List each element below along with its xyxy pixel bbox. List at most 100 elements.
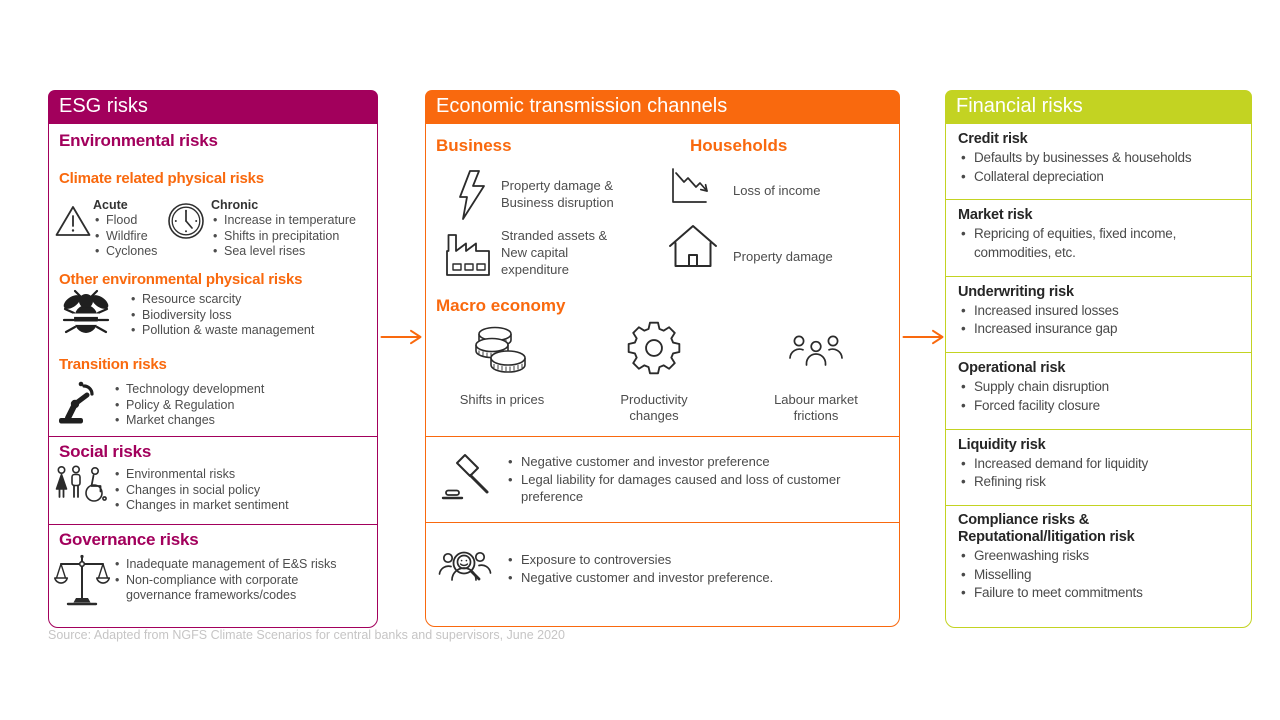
list-item: Forced facility closure [958,397,1243,416]
list-item: Sea level rises [211,244,356,260]
lightning-icon [456,169,488,226]
compliance-risk-list: Greenwashing risks Misselling Failure to… [958,547,1243,603]
macro-item-label: Labour market frictions [774,392,858,423]
list-item: Exposure to controversies [506,551,894,568]
list-item: Environmental risks [113,467,363,483]
compliance-risk-section: Compliance risks & Reputational/litigati… [946,505,1251,603]
gavel-icon [440,451,496,510]
climate-physical-risks-title: Climate related physical risks [59,170,264,187]
robot-arm-icon [56,378,98,429]
factory-icon [442,229,494,282]
underwriting-risk-title: Underwriting risk [958,283,1074,300]
list-item: Refining risk [958,473,1243,492]
households-title: Households [690,136,788,155]
gear-icon [626,320,682,381]
list-item: Resource scarcity [129,292,379,308]
list-item: Repricing of equities, fixed income, com… [958,225,1243,262]
declining-chart-icon [669,166,715,211]
underwriting-risk-list: Increased insured losses Increased insur… [958,302,1243,339]
market-risk-title: Market risk [958,207,1033,223]
list-item: Increased insurance gap [958,320,1243,339]
transmission-column: Business Households Property damage & Bu… [425,123,900,627]
operational-risk-title: Operational risk [958,360,1066,376]
chronic-list: Increase in temperature Shifts in precip… [211,213,356,260]
list-item: Changes in market sentiment [113,498,363,514]
list-item: Negative customer and investor preferenc… [506,453,894,470]
list-item: Inadequate management of E&S risks [113,557,345,573]
acute-label: Acute [93,198,128,212]
transition-risks-title: Transition risks [59,356,167,373]
list-item: Greenwashing risks [958,547,1243,566]
operational-risk-list: Supply chain disruption Forced facility … [958,378,1243,415]
list-item: Collateral depreciation [958,168,1243,187]
acute-risks-block: Acute Flood Wildfire Cyclones [93,198,157,260]
list-item: Negative customer and investor preferenc… [506,569,894,586]
list-item: Defaults by businesses & households [958,149,1243,168]
other-environmental-risks-title: Other environmental physical risks [59,271,303,288]
business-title: Business [436,136,512,155]
coins-icon [471,324,533,385]
transmission-main-section: Business Households Property damage & Bu… [426,124,899,436]
people-group-icon [788,332,844,377]
esg-column-header: ESG risks [48,90,378,123]
social-risks-section: Social risks Environmental risks Ch [49,436,377,524]
people-magnifier-icon [438,545,496,604]
financial-column: Credit risk Defaults by businesses & hou… [945,123,1252,628]
liquidity-risk-title: Liquidity risk [958,436,1046,453]
social-risks-title: Social risks [59,442,152,461]
list-item: Increased demand for liquidity [958,455,1243,474]
source-note: Source: Adapted from NGFS Climate Scenar… [48,628,565,642]
list-item: Technology development [113,382,363,398]
credit-risk-list: Defaults by businesses & households Coll… [958,149,1243,186]
house-icon [667,222,719,273]
warning-triangle-icon [54,204,92,243]
list-item: Misselling [958,566,1243,585]
transition-list: Technology development Policy & Regulati… [113,382,363,429]
esg-column-title: ESG risks [59,95,148,117]
environmental-risks-title: Environmental risks [59,131,218,150]
list-item: Policy & Regulation [113,398,363,414]
esg-column: Environmental risks Climate related phys… [48,123,378,628]
households-item-label: Loss of income [733,183,821,198]
chronic-label: Chronic [211,198,259,212]
list-item: Wildfire [93,229,157,245]
reputation-list: Exposure to controversies Negative custo… [506,551,894,587]
list-item: Increase in temperature [211,213,356,229]
flow-arrow-left-icon [380,328,426,351]
list-item: Shifts in precipitation [211,229,356,245]
people-accessibility-icon [53,464,111,515]
macro-item-label: Productivity changes [620,392,688,423]
list-item: Supply chain disruption [958,378,1243,397]
chronic-risks-block: Chronic Increase in temperature Shifts i… [211,198,356,260]
balance-scale-icon [54,553,111,612]
bee-icon [57,289,115,342]
list-item: Increased insured losses [958,302,1243,321]
credit-risk-title: Credit risk [958,131,1028,147]
market-risk-section: Market risk Repricing of equities, fixed… [946,199,1251,276]
list-item: Cyclones [93,244,157,260]
list-item: Legal liability for damages caused and l… [506,471,894,505]
clock-icon [167,202,205,245]
reputation-section: Exposure to controversies Negative custo… [426,522,899,624]
list-item: Changes in social policy [113,483,363,499]
list-item: Market changes [113,413,363,429]
macro-economy-title: Macro economy [436,296,566,315]
underwriting-risk-section: Underwriting risk Increased insured loss… [946,275,1251,353]
transmission-column-title: Economic transmission channels [436,95,728,117]
social-list: Environmental risks Changes in social po… [113,467,363,514]
transmission-column-header: Economic transmission channels [425,90,900,123]
list-item: Non-compliance with corporate governance… [113,573,345,604]
environmental-risks-section: Environmental risks Climate related phys… [49,124,377,436]
governance-list: Inadequate management of E&S risks Non-c… [113,557,345,604]
list-item: Failure to meet commitments [958,584,1243,603]
list-item: Flood [93,213,157,229]
list-item: Biodiversity loss [129,308,379,324]
liquidity-risk-section: Liquidity risk Increased demand for liqu… [946,428,1251,506]
operational-risk-section: Operational risk Supply chain disruption… [946,352,1251,429]
flow-arrow-right-icon [902,328,948,351]
market-risk-list: Repricing of equities, fixed income, com… [958,225,1243,262]
acute-list: Flood Wildfire Cyclones [93,213,157,260]
legal-liability-list: Negative customer and investor preferenc… [506,453,894,506]
other-environmental-list: Resource scarcity Biodiversity loss Poll… [129,292,379,339]
